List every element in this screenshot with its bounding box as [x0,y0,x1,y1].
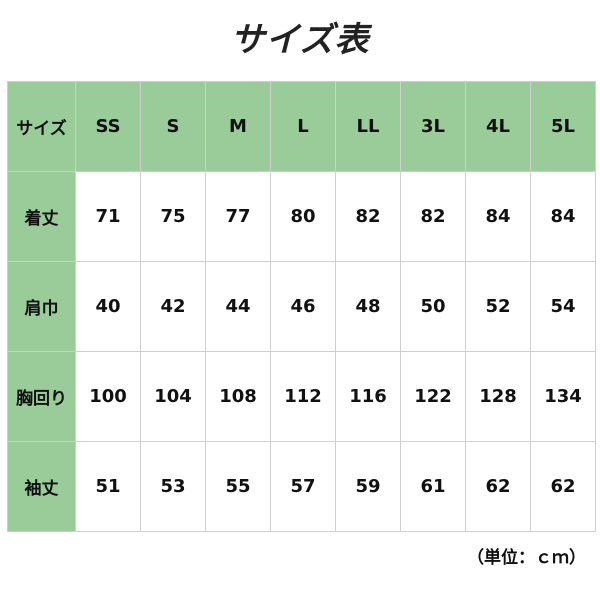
table-cell: 112 [270,351,336,442]
table-cell: 61 [400,441,466,532]
table-cell: 82 [400,171,466,262]
header-cell: サイズ [7,81,76,172]
table-cell: 46 [270,261,336,352]
table-cell: 50 [400,261,466,352]
table-cell: 51 [75,441,141,532]
table-cell: 62 [465,441,531,532]
table-cell: 104 [140,351,206,442]
row-label: 袖丈 [7,441,76,532]
row-label: 肩巾 [7,261,76,352]
table-cell: 75 [140,171,206,262]
table-cell: 71 [75,171,141,262]
table-cell: 100 [75,351,141,442]
table-cell: 48 [335,261,401,352]
table-cell: 82 [335,171,401,262]
table-cell: 80 [270,171,336,262]
table-cell: 52 [465,261,531,352]
table-cell: 54 [530,261,596,352]
header-cell: LL [335,81,401,172]
table-cell: 55 [205,441,271,532]
table-cell: 128 [465,351,531,442]
table-cell: 53 [140,441,206,532]
header-cell: 5L [530,81,596,172]
table-cell: 57 [270,441,336,532]
unit-note: （単位：ｃｍ） [467,548,586,568]
table-cell: 44 [205,261,271,352]
header-row: サイズ SS S M L LL 3L 4L 5L [7,81,596,172]
table-row: 袖丈 51 53 55 57 59 61 62 62 [7,441,596,532]
header-cell: 4L [465,81,531,172]
table-cell: 59 [335,441,401,532]
table-cell: 84 [530,171,596,262]
table-row: 胸回り 100 104 108 112 116 122 128 134 [7,351,596,442]
table-cell: 40 [75,261,141,352]
header-cell: S [140,81,206,172]
table-row: 着丈 71 75 77 80 82 82 84 84 [7,171,596,262]
table-cell: 42 [140,261,206,352]
table-row: 肩巾 40 42 44 46 48 50 52 54 [7,261,596,352]
table-cell: 122 [400,351,466,442]
size-table: サイズ SS S M L LL 3L 4L 5L 着丈 71 75 77 80 82 82 84 84 肩巾 40 42… [7,81,596,532]
row-label: 着丈 [7,171,76,262]
page-title: サイズ表 [230,20,370,60]
row-label: 胸回り [7,351,76,442]
header-cell: L [270,81,336,172]
table-cell: 62 [530,441,596,532]
table-cell: 116 [335,351,401,442]
header-cell: SS [75,81,141,172]
header-cell: M [205,81,271,172]
table-cell: 84 [465,171,531,262]
table-cell: 134 [530,351,596,442]
table-cell: 108 [205,351,271,442]
header-cell: 3L [400,81,466,172]
table-cell: 77 [205,171,271,262]
